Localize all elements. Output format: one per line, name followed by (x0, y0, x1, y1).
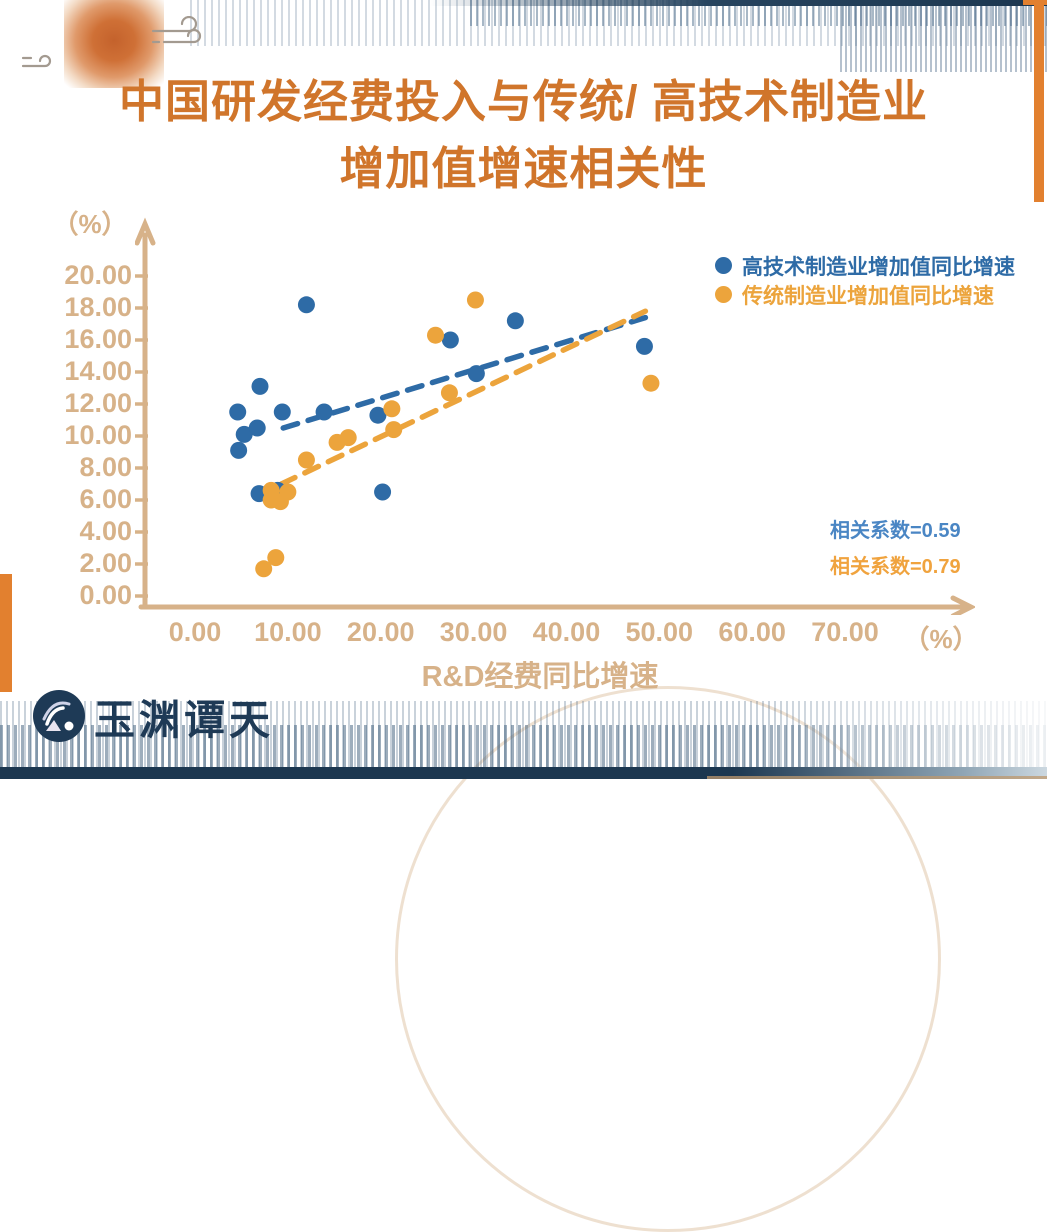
correlation-annotation-blue: 相关系数=0.59 (830, 520, 961, 542)
y-tick-label: 0.00 (79, 580, 132, 610)
orange-data-point (427, 326, 445, 344)
blue-data-point (467, 365, 485, 383)
x-tick-label: 70.00 (811, 617, 879, 647)
x-tick-label: 40.00 (532, 617, 601, 647)
orange-data-point (642, 374, 660, 392)
x-axis-title: R&D经费同比增速 (421, 661, 659, 693)
scatter-plot (135, 217, 975, 615)
page-title: 中国研发经费投入与传统/ 高技术制造业 增加值增速相关性 (0, 68, 1047, 202)
title-line-1: 中国研发经费投入与传统/ 高技术制造业 (118, 76, 928, 127)
top-right-fringe-pattern (840, 0, 1047, 72)
y-tick-label: 16.00 (64, 324, 132, 354)
orange-data-point (255, 560, 273, 578)
y-axis-unit-label: （%） (52, 209, 128, 239)
orange-data-point (385, 421, 403, 439)
orange-data-point (466, 291, 484, 309)
correlation-annotation-orange: 相关系数=0.79 (830, 556, 961, 578)
blue-data-point (506, 312, 524, 330)
blue-data-point (441, 331, 459, 349)
blue-data-point (273, 403, 291, 421)
x-tick-label: 60.00 (718, 617, 786, 647)
blue-data-point (635, 337, 653, 355)
orange-data-point (339, 429, 357, 447)
right-edge-orange-bar (1034, 4, 1044, 202)
blue-trendline (280, 314, 649, 431)
orange-trendline (278, 308, 649, 487)
y-tick-label: 4.00 (79, 516, 132, 546)
orange-data-point (383, 400, 401, 418)
legend: 高技术制造业增加值同比增速 传统制造业增加值同比增速 (715, 251, 1015, 309)
bottom-tan-line (707, 776, 1047, 779)
legend-label: 传统制造业增加值同比增速 (742, 284, 994, 308)
x-axis-arrow (950, 595, 975, 615)
blue-data-point (229, 403, 247, 421)
top-navy-band (430, 0, 1047, 6)
x-axis-unit-label: （%） (903, 624, 979, 654)
legend-label: 高技术制造业增加值同比增速 (742, 255, 1015, 279)
x-tick-label: 20.00 (346, 617, 415, 647)
sun-decoration (64, 0, 164, 88)
blue-data-point (251, 377, 269, 395)
y-tick-label: 12.00 (64, 388, 132, 418)
brand-logo: 玉渊谭天 (32, 686, 274, 746)
x-tick-label: 10.00 (254, 617, 322, 647)
logo-circle-icon (33, 690, 85, 742)
title-line-2: 增加值增速相关性 (339, 143, 708, 194)
y-tick-label: 6.00 (79, 484, 132, 514)
y-tick-label: 10.00 (64, 420, 132, 450)
left-edge-orange-bar (0, 574, 12, 692)
blue-data-point (235, 425, 253, 443)
y-tick-label: 2.00 (79, 548, 132, 578)
x-tick-label: 0.00 (168, 617, 222, 647)
bottom-right-fade (767, 684, 1047, 779)
axes (135, 217, 975, 615)
x-tick-label: 50.00 (625, 617, 694, 647)
legend-item-hightech: 高技术制造业增加值同比增速 (715, 251, 1015, 280)
blue-data-point (248, 419, 266, 437)
orange-data-point (267, 549, 285, 567)
cloud-icon-small (21, 54, 52, 68)
blue-data-point (230, 441, 248, 459)
legend-item-traditional: 传统制造业增加值同比增速 (715, 280, 1015, 309)
y-tick-label: 14.00 (64, 356, 132, 386)
cloud-icon (151, 16, 202, 44)
blue-data-point (369, 406, 387, 424)
orange-data-point (279, 483, 297, 501)
orange-dot-icon (715, 286, 732, 303)
top-fringe-pattern (190, 0, 1047, 46)
blue-data-point (297, 296, 315, 314)
orange-data-point (440, 384, 458, 402)
y-axis-arrow (135, 217, 156, 246)
blue-data-point (315, 403, 333, 421)
x-tick-label: 30.00 (439, 617, 508, 647)
brand-name: 玉渊谭天 (94, 696, 274, 744)
orange-data-point (297, 451, 315, 469)
top-right-orange-strip (1023, 0, 1047, 5)
blue-dot-icon (715, 257, 732, 274)
blue-data-point (374, 483, 392, 501)
y-tick-label: 20.00 (64, 260, 132, 290)
y-tick-label: 8.00 (79, 452, 132, 482)
y-tick-label: 18.00 (64, 292, 132, 322)
